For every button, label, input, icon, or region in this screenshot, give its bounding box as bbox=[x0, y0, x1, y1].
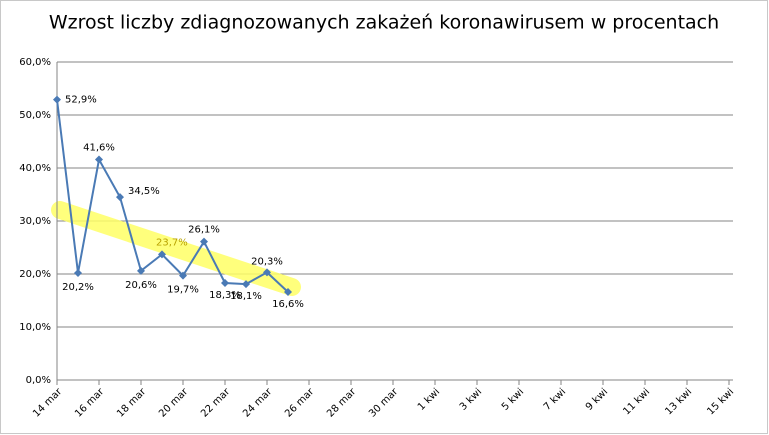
data-label: 52,9% bbox=[65, 95, 97, 106]
data-label: 16,6% bbox=[272, 299, 304, 310]
data-point bbox=[263, 268, 271, 277]
data-label: 23,7% bbox=[156, 237, 188, 248]
data-label: 20,3% bbox=[251, 256, 283, 267]
y-tick-label: 50,0% bbox=[19, 110, 51, 121]
data-label: 34,5% bbox=[128, 186, 160, 197]
data-label: 20,6% bbox=[125, 280, 157, 291]
data-point bbox=[242, 280, 250, 289]
trend-highlight bbox=[51, 201, 301, 296]
chart-title: Wzrost liczby zdiagnozowanych zakażeń ko… bbox=[49, 12, 719, 34]
data-label: 18,3% bbox=[209, 290, 241, 301]
data-point bbox=[137, 266, 145, 275]
data-label: 20,2% bbox=[62, 282, 94, 293]
y-tick-label: 20,0% bbox=[19, 269, 51, 280]
series-line bbox=[56, 99, 289, 293]
data-label: 18,1% bbox=[230, 291, 262, 302]
y-tick-label: 0,0% bbox=[26, 375, 51, 386]
y-tick-label: 60,0% bbox=[19, 57, 51, 68]
data-label: 19,7% bbox=[167, 285, 199, 296]
data-point bbox=[158, 250, 166, 259]
y-tick-label: 30,0% bbox=[19, 216, 51, 227]
data-point bbox=[74, 268, 82, 277]
data-point bbox=[221, 279, 229, 288]
data-point bbox=[200, 237, 208, 246]
data-point bbox=[53, 95, 61, 104]
y-tick-label: 40,0% bbox=[19, 163, 51, 174]
data-point bbox=[284, 288, 292, 297]
data-label: 26,1% bbox=[188, 225, 220, 236]
data-label: 41,6% bbox=[83, 143, 115, 154]
y-tick-label: 10,0% bbox=[19, 322, 51, 333]
data-point bbox=[95, 155, 103, 164]
data-point bbox=[179, 271, 187, 280]
data-point bbox=[116, 193, 124, 202]
